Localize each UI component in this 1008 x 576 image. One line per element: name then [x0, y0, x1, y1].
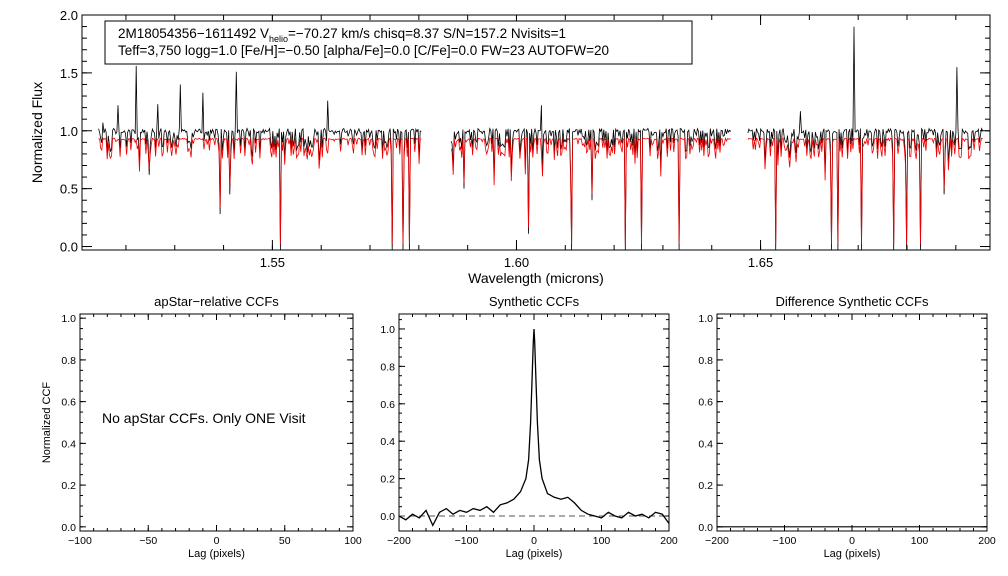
- y-tick-label: 1.0: [698, 313, 713, 325]
- x-tick-label: 200: [660, 535, 678, 547]
- plot-frame: [81, 14, 991, 251]
- ccf-line: [398, 328, 670, 527]
- no-ccf-note: No apStar CCFs. Only ONE Visit: [102, 410, 306, 426]
- y-tick-label: 2.0: [60, 8, 78, 23]
- info-line-2: Teff=3,750 logg=1.0 [Fe/H]=−0.50 [alpha/…: [118, 43, 609, 58]
- y-tick-label: 0.0: [60, 240, 78, 255]
- y-tick-label: 0.8: [380, 361, 395, 373]
- y-tick-label: 0.4: [380, 436, 395, 448]
- x-tick-label: 100: [911, 535, 929, 547]
- panel-title: Synthetic CCFs: [489, 294, 580, 309]
- y-axis-title: Normalized Flux: [29, 82, 45, 183]
- x-axis-title: Wavelength (microns): [468, 270, 604, 286]
- y-tick-label: 0.4: [61, 438, 76, 450]
- x-tick-label: 0: [531, 535, 537, 547]
- y-tick-label: 1.5: [60, 66, 78, 81]
- x-tick-label: 0: [849, 535, 855, 547]
- y-tick-label: 1.0: [60, 124, 78, 139]
- apstar-ccf-panel: −100 −50 0 50 100 0.0 0.2 0.4 0.6 0.8 1.0 apStar−re…: [41, 294, 362, 560]
- y-tick-label: 0.5: [60, 182, 78, 197]
- info-line-1: 2M18054356−1611492 Vhelio=−70.27 km/s ch…: [118, 26, 566, 44]
- y-tick-label: 0.0: [380, 511, 395, 523]
- synthetic-ccf-panel: −200 −100 0 100 200 0.0 0.2 0.4 0.6 0.8 1.0 Synthet…: [380, 294, 678, 560]
- y-tick-label: 0.4: [698, 438, 713, 450]
- model-spectrum-line: [747, 137, 983, 245]
- x-tick-label: 1.65: [748, 255, 773, 270]
- info-line-1-prefix: 2M18054356−1611492 V: [118, 26, 269, 41]
- model-spectrum-line: [450, 136, 731, 245]
- y-tick-label: 0.0: [61, 522, 76, 534]
- x-tick-label: 200: [978, 535, 996, 547]
- y-tick-label: 0.8: [61, 355, 76, 367]
- plot-frame: [716, 313, 988, 532]
- y-tick-label: 0.0: [698, 522, 713, 534]
- x-tick-label: −50: [139, 535, 157, 547]
- x-tick-label: 100: [593, 535, 611, 547]
- x-tick-label: 50: [279, 535, 291, 547]
- y-tick-label: 0.6: [61, 397, 76, 409]
- x-tick-label: −100: [68, 535, 92, 547]
- y-tick-label: 1.0: [61, 313, 76, 325]
- panel-title: Difference Synthetic CCFs: [776, 294, 929, 309]
- x-axis-title: Lag (pixels): [188, 548, 245, 560]
- y-tick-label: 0.6: [380, 399, 395, 411]
- info-box-frame: [104, 20, 693, 65]
- x-tick-label: −100: [455, 535, 479, 547]
- y-tick-label: 0.2: [61, 480, 76, 492]
- info-box: 2M18054356−1611492 Vhelio=−70.27 km/s ch…: [104, 20, 693, 65]
- difference-ccf-panel: −200 −100 0 100 200 0.0 0.2 0.4 0.6 0.8 1.0 Differe…: [698, 294, 996, 560]
- x-axis-title: Lag (pixels): [506, 548, 563, 560]
- y-tick-label: 0.2: [380, 474, 395, 486]
- x-tick-label: 1.60: [504, 255, 529, 270]
- plot-frame: [398, 313, 670, 532]
- x-tick-label: 100: [344, 535, 362, 547]
- x-tick-label: −200: [387, 535, 411, 547]
- y-tick-label: 1.0: [380, 324, 395, 336]
- x-tick-label: −100: [773, 535, 797, 547]
- y-tick-label: 0.8: [698, 355, 713, 367]
- y-axis-title: Normalized CCF: [41, 382, 53, 464]
- spectrum-panel: 1.55 1.60 1.65 0.0 0.5 1.0 1.5 2.0 Wavelength (m…: [29, 8, 991, 286]
- x-axis-title: Lag (pixels): [824, 548, 881, 560]
- y-tick-label: 0.6: [698, 397, 713, 409]
- x-tick-label: 0: [214, 535, 220, 547]
- x-tick-label: −200: [705, 535, 729, 547]
- x-tick-label: 1.55: [260, 255, 285, 270]
- y-tick-label: 0.2: [698, 480, 713, 492]
- info-line-1-suffix: =−70.27 km/s chisq=8.37 S/N=157.2 Nvisit…: [288, 26, 566, 41]
- info-line-1-subscript: helio: [269, 34, 288, 44]
- model-spectrum-line: [98, 137, 422, 245]
- observed-spectrum-line: [450, 105, 732, 250]
- panel-title: apStar−relative CCFs: [154, 294, 279, 309]
